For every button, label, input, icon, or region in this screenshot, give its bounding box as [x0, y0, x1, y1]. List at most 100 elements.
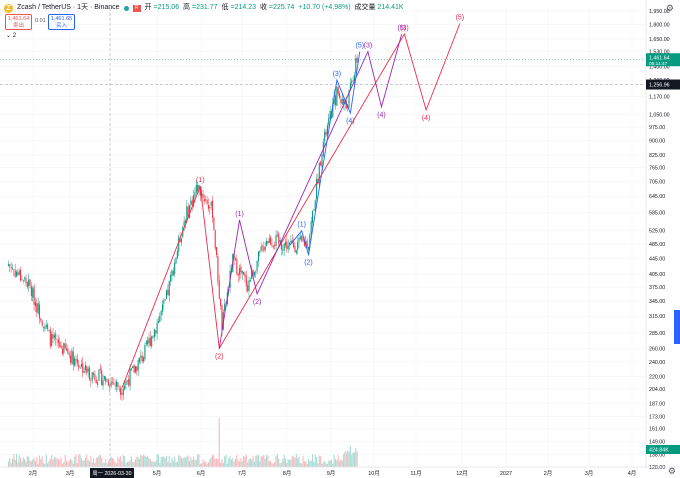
- candle-body: [26, 282, 28, 288]
- volume-bar: [284, 458, 287, 467]
- candle-body: [115, 381, 118, 387]
- volume-bar: [144, 455, 146, 467]
- candle-body: [22, 280, 24, 281]
- candle-body: [311, 210, 314, 223]
- volume-bar: [184, 457, 187, 467]
- candle-body: [121, 393, 123, 395]
- volume-bar: [145, 456, 147, 467]
- volume-bar: [11, 458, 14, 467]
- volume-bar: [299, 462, 301, 467]
- candle-body: [213, 217, 215, 231]
- candle-body: [52, 334, 54, 339]
- candle-body: [218, 280, 220, 299]
- volume-bar: [314, 454, 316, 467]
- volume-bar: [163, 456, 165, 467]
- volume-bar: [305, 461, 307, 467]
- volume-bar: [40, 459, 42, 467]
- candle-body: [95, 379, 97, 384]
- last-price-label: 1,461.64: [649, 55, 670, 61]
- volume-bar: [83, 460, 85, 467]
- candle-body: [143, 357, 145, 362]
- candle-body: [353, 74, 355, 82]
- volume-bar: [303, 461, 305, 467]
- sell-button[interactable]: 1,461.64 卖出: [5, 14, 32, 30]
- volume-bar: [282, 459, 284, 467]
- candle-body: [275, 235, 277, 246]
- time-tick-label: 7月: [238, 470, 247, 477]
- candle-body: [40, 318, 42, 321]
- volume-bar: [65, 460, 68, 467]
- ohlc-values: 开 =215.06 高 =231.77 低 =214.23 收 =225.74 +10.…: [145, 2, 406, 14]
- open-value: =215.06: [153, 4, 180, 11]
- candle-body: [249, 280, 251, 282]
- volume-bar: [307, 458, 310, 467]
- volume-bar: [213, 455, 215, 467]
- volume-bar: [148, 458, 150, 467]
- candle-body: [306, 240, 308, 248]
- volume-bar: [15, 454, 18, 467]
- candle-body: [76, 358, 78, 364]
- indicator-toggle[interactable]: ⌄ 2: [6, 32, 16, 39]
- volume-bar: [190, 457, 192, 467]
- candle-body: [224, 304, 226, 311]
- volume-bar: [224, 456, 226, 467]
- price-tick-label: 585.00: [649, 211, 665, 217]
- volume-bar: [13, 454, 15, 467]
- candle-body: [236, 259, 238, 275]
- volume-value-box: [646, 445, 680, 454]
- volume-bar: [26, 456, 28, 467]
- buy-price: 1,461.65: [50, 16, 73, 22]
- volume-bar: [275, 455, 277, 467]
- volume-bar: [76, 463, 78, 467]
- axis-settings-gear-icon[interactable]: ⚙: [667, 466, 676, 476]
- candle-body: [117, 382, 119, 388]
- candle-body: [184, 220, 187, 223]
- candle-body: [98, 369, 100, 382]
- candle-body: [99, 368, 101, 370]
- candle-body: [20, 269, 22, 281]
- candle-body: [109, 385, 111, 388]
- change-value: +10.70 (+4.98%): [298, 4, 351, 11]
- candle-body: [160, 311, 162, 316]
- volume-bar: [102, 462, 104, 467]
- side-panel-tab[interactable]: [674, 310, 680, 344]
- price-tick-label: 240.00: [649, 360, 665, 366]
- volume-bar: [260, 456, 262, 467]
- volume-bar: [268, 461, 270, 467]
- volume-bar: [20, 457, 22, 467]
- buy-button[interactable]: 1,461.65 买入: [48, 14, 75, 30]
- candle-body: [302, 239, 304, 242]
- volume-bar: [80, 458, 82, 467]
- price-axis: 1,950.00 1,800.00 1,650.00 1,530.00 1,400.00…: [645, 0, 680, 478]
- candle-body: [106, 379, 108, 381]
- volume-bar: [340, 458, 342, 467]
- settings-gear-icon[interactable]: ⚙: [665, 3, 674, 13]
- volume-bar: [44, 463, 46, 467]
- volume-bar: [53, 456, 55, 467]
- volume-bar: [130, 456, 132, 467]
- candle-body: [259, 251, 261, 253]
- candle-body: [122, 389, 124, 395]
- price-tick-label: 765.00: [649, 166, 665, 172]
- price-tick-label: 705.00: [649, 179, 665, 185]
- price-tick-label: 220.00: [649, 374, 665, 380]
- volume-bar: [199, 463, 201, 467]
- candle-body: [178, 237, 180, 252]
- symbol-title[interactable]: Zcash / TetherUS · 1天 · Binance: [17, 4, 120, 11]
- volume-bar: [41, 456, 43, 467]
- volume-bar: [286, 462, 288, 467]
- candle-body: [90, 379, 92, 381]
- time-tick-label: 2月: [29, 470, 38, 477]
- candle-body: [45, 324, 47, 328]
- volume-bar: [168, 455, 170, 467]
- volume-bar: [209, 459, 211, 467]
- candle-body: [187, 206, 189, 218]
- candle-body: [134, 366, 137, 373]
- candle-body: [190, 200, 192, 205]
- volume-bar: [218, 417, 220, 467]
- flag-icon[interactable]: R: [132, 4, 141, 12]
- candle-body: [130, 368, 132, 371]
- volume-bar: [255, 455, 257, 467]
- candle-body: [266, 240, 268, 246]
